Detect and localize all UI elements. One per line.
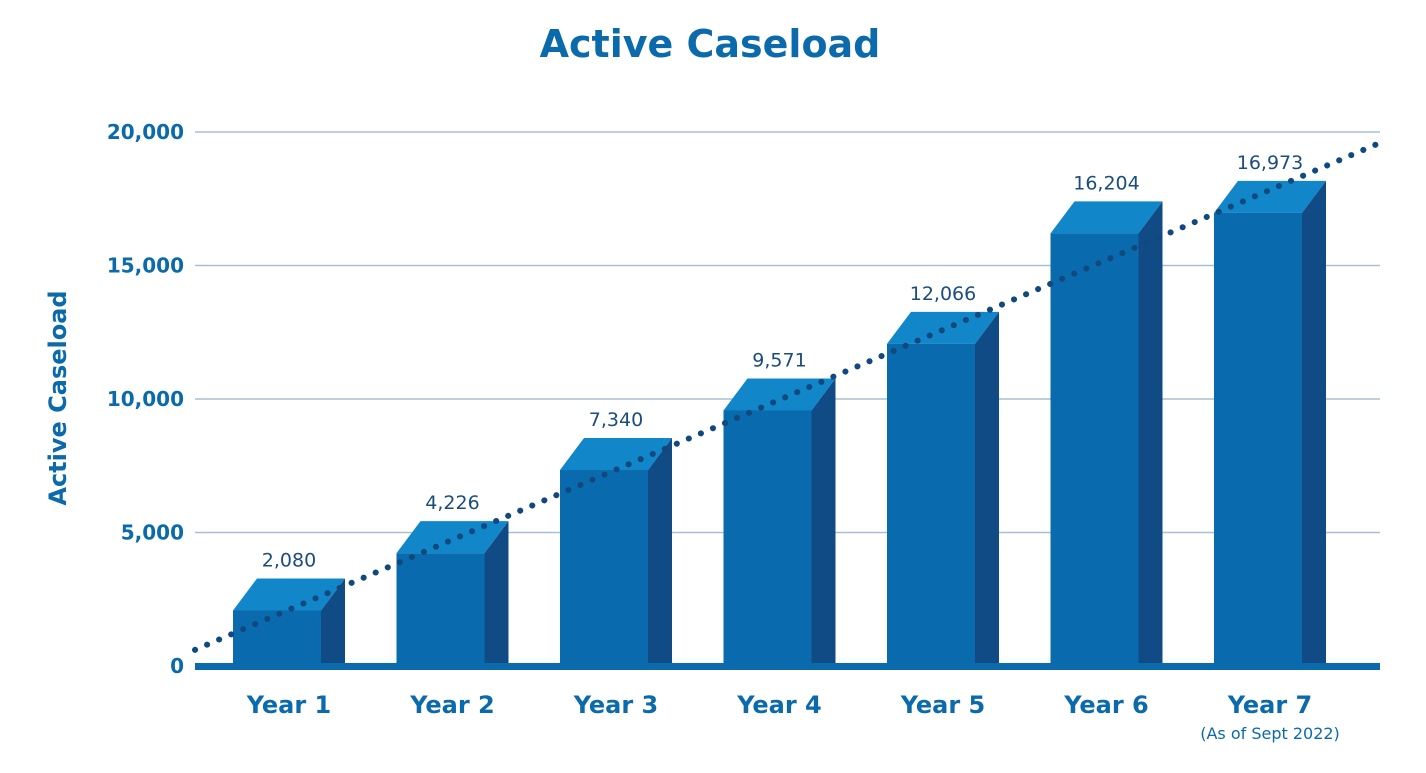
bar	[1214, 180, 1326, 666]
x-tick-label: Year 3	[573, 691, 659, 719]
bar-top-face	[1214, 180, 1326, 213]
bar-side-face	[321, 578, 345, 666]
trendline	[192, 139, 1383, 653]
data-label: 16,973	[1237, 152, 1303, 174]
data-label: 4,226	[425, 492, 479, 514]
data-label: 2,080	[262, 549, 316, 571]
y-tick-label: 20,000	[107, 120, 184, 144]
bar-side-face	[1138, 201, 1163, 666]
bar-front-face	[233, 610, 321, 666]
data-label: 12,066	[910, 283, 976, 305]
x-tick-label: Year 2	[409, 691, 495, 719]
x-tick-label: Year 6	[1063, 691, 1149, 719]
data-labels: 2,080 4,226 7,340 9,571 12,066 16,204 16,973	[262, 152, 1303, 572]
bar	[887, 311, 999, 666]
bar	[723, 378, 836, 666]
y-tick-label: 15,000	[107, 254, 184, 278]
x-tick-label: Year 7	[1227, 691, 1313, 719]
y-tick-label: 0	[170, 654, 184, 678]
y-tick-label: 10,000	[107, 387, 184, 411]
bar-side-face	[648, 438, 672, 666]
x-tick-note: (As of Sept 2022)	[1200, 724, 1340, 743]
bar	[1050, 201, 1163, 666]
bar-side-face	[975, 311, 999, 666]
bar-front-face	[560, 470, 648, 666]
bar-top-face	[560, 438, 672, 471]
bars	[233, 180, 1326, 666]
bar	[396, 521, 509, 666]
data-label: 7,340	[589, 409, 643, 431]
bar	[233, 578, 345, 666]
x-axis-baseline	[195, 663, 1380, 670]
bar-front-face	[887, 343, 975, 666]
chart-title: Active Caseload	[540, 22, 881, 66]
x-axis-baseline-group	[195, 663, 1380, 670]
bar-side-face	[811, 378, 836, 666]
data-label: 9,571	[752, 349, 806, 371]
bar-front-face	[396, 553, 485, 666]
y-axis-title: Active Caseload	[44, 290, 72, 505]
trendline-group	[192, 139, 1383, 653]
y-tick-label: 5,000	[121, 521, 184, 545]
x-axis-ticks: Year 1 Year 2 Year 3 Year 4 Year 5 Year 6 Year…	[246, 691, 1340, 743]
bar-front-face	[1050, 233, 1139, 666]
x-tick-label: Year 5	[900, 691, 986, 719]
bar-top-face	[396, 521, 509, 554]
bar-top-face	[1050, 201, 1163, 234]
x-tick-label: Year 4	[736, 691, 822, 719]
data-label: 16,204	[1073, 172, 1139, 194]
bar-front-face	[1214, 212, 1302, 666]
y-axis-ticks: 0 5,000 10,000 15,000 20,000	[107, 120, 184, 678]
bar-side-face	[1302, 180, 1326, 666]
x-tick-label: Year 1	[246, 691, 332, 719]
bar	[560, 438, 672, 666]
bar-front-face	[723, 410, 812, 666]
bar-side-face	[484, 521, 509, 666]
bar-top-face	[233, 578, 345, 611]
